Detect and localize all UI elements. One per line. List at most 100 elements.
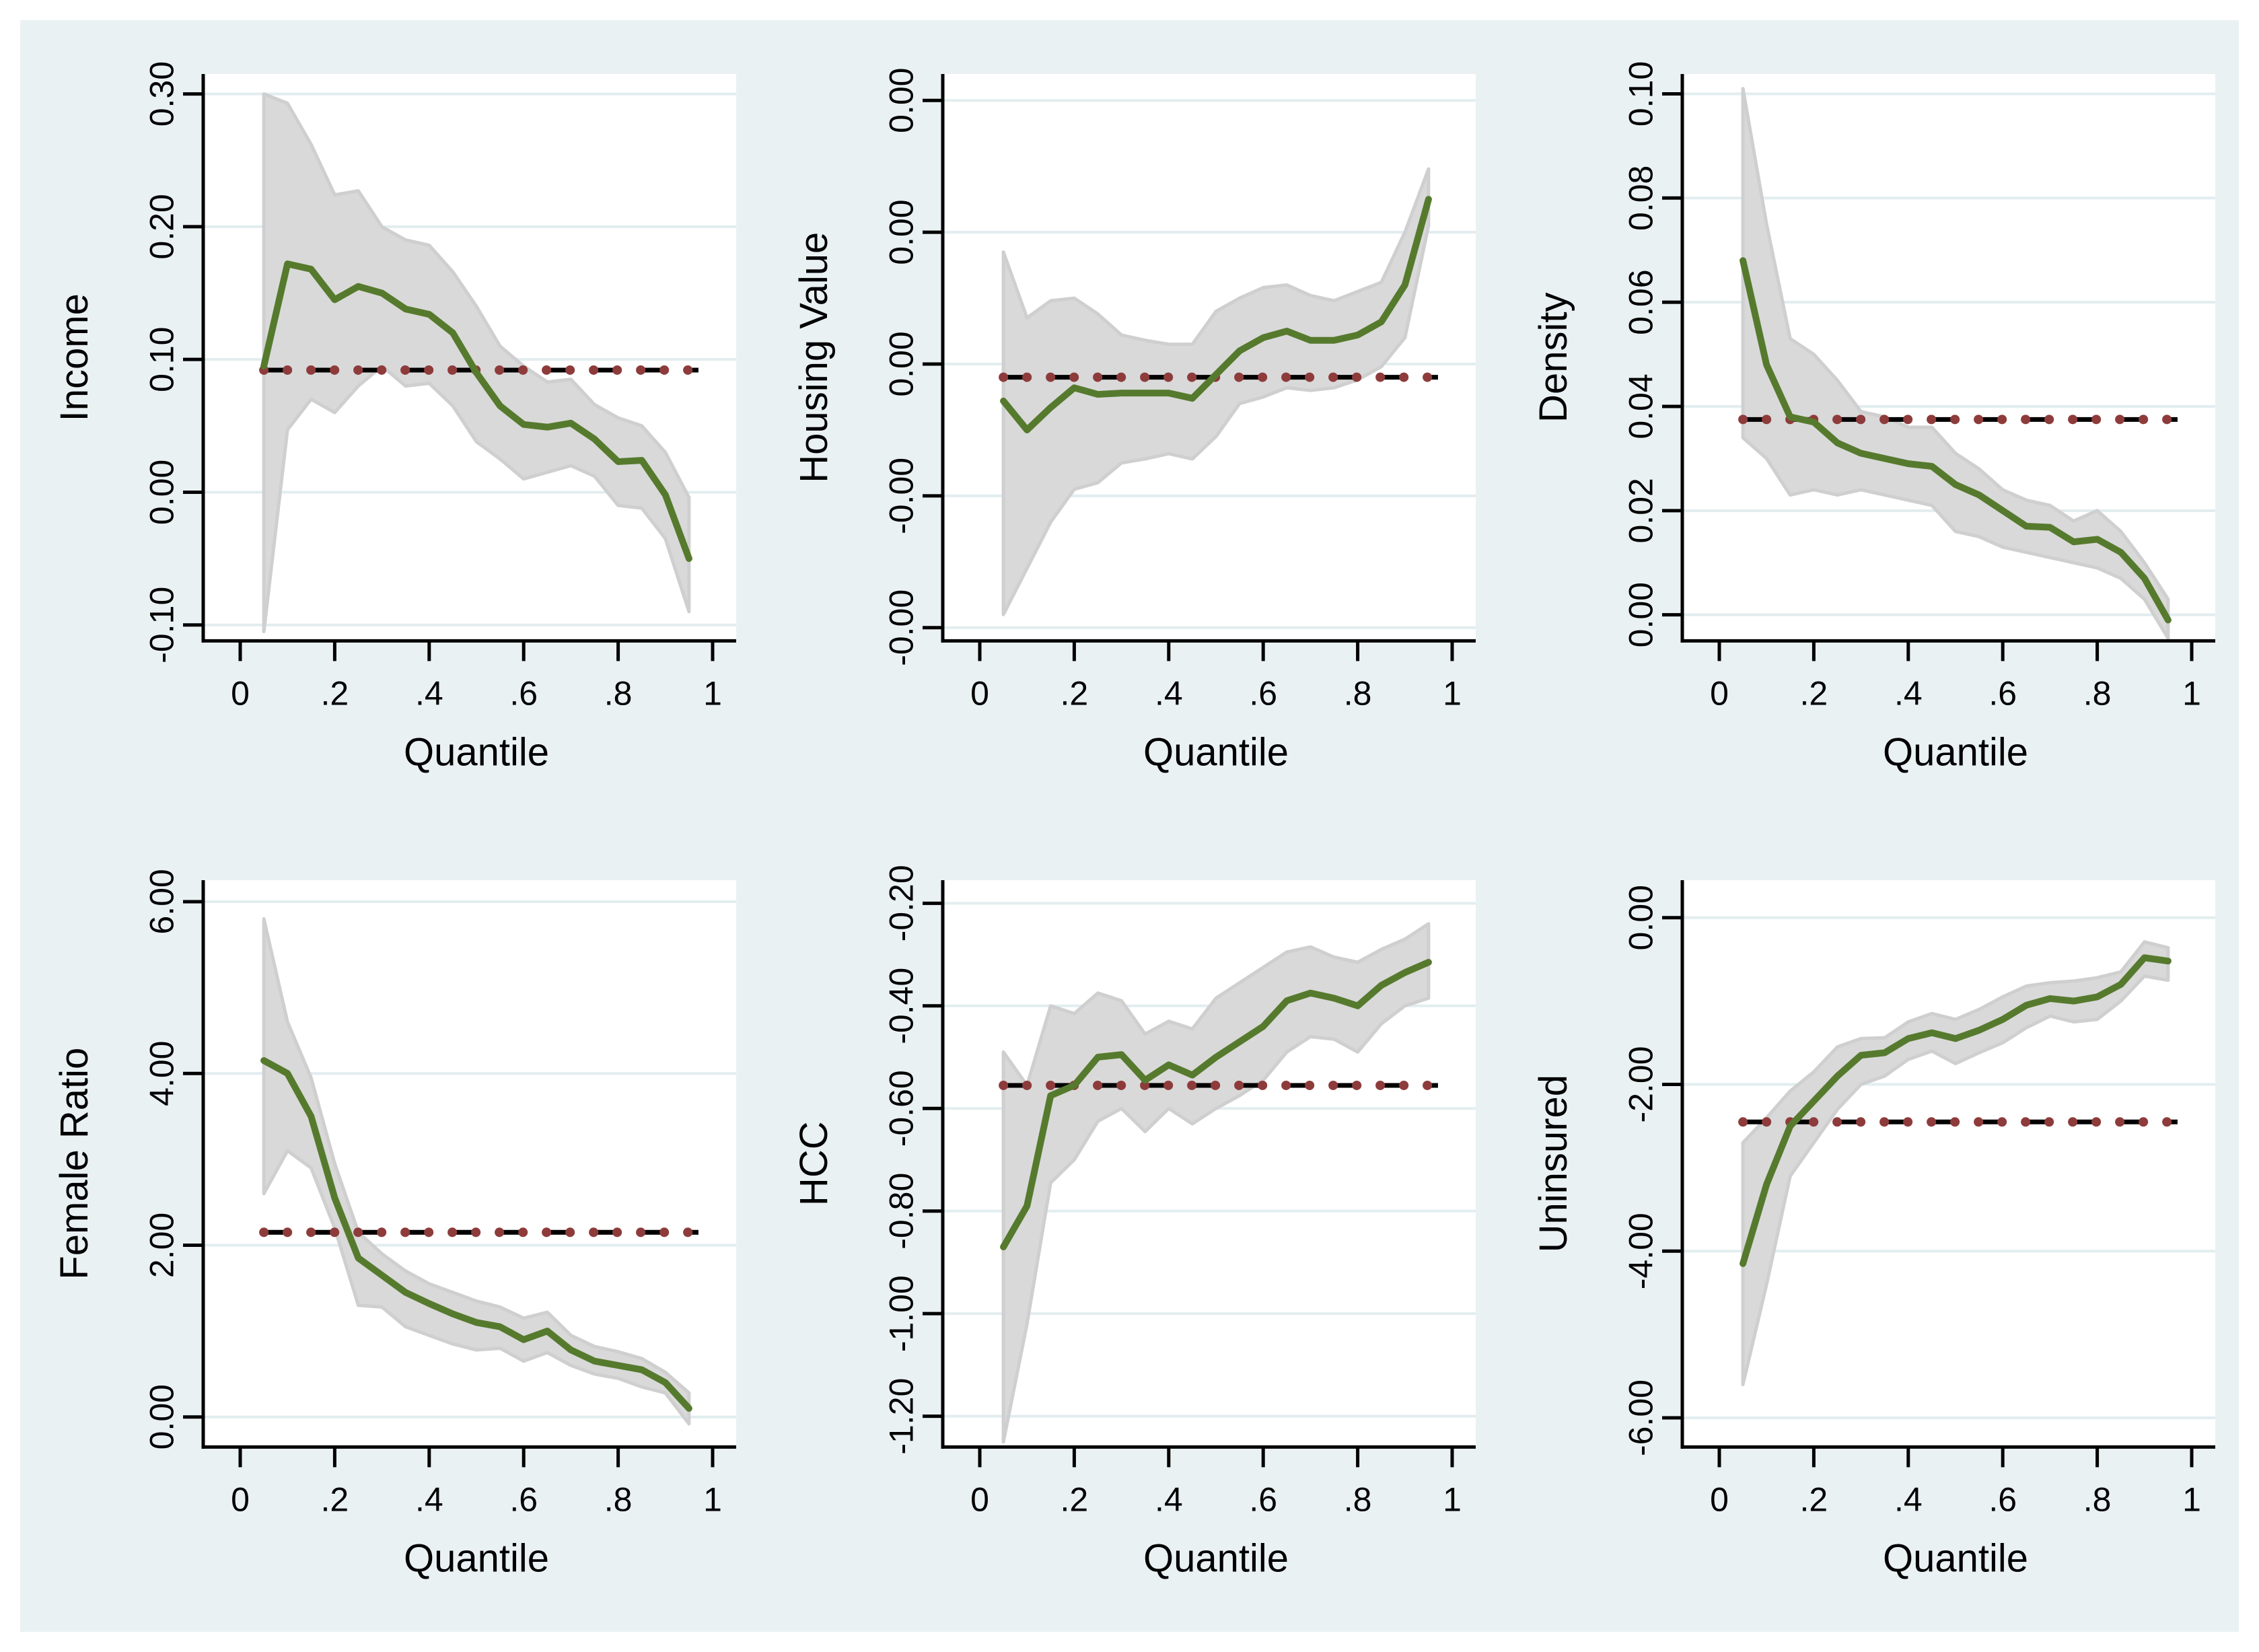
x-tick-label: .6 <box>1249 674 1277 712</box>
y-tick-label: -0.00 <box>883 458 921 534</box>
y-tick-label: 0.06 <box>1622 269 1660 334</box>
x-tick-label: .8 <box>604 1480 633 1518</box>
estimate-line <box>260 1056 692 1412</box>
y-axis-title: HCC <box>792 1121 836 1206</box>
x-tick-label: 1 <box>2182 1480 2201 1518</box>
y-axis-title: Uninsured <box>1532 1074 1575 1252</box>
y-tick-label: 2.00 <box>143 1212 181 1277</box>
x-tick-label: .6 <box>1988 1480 2017 1518</box>
x-axis-title: Quantile <box>1143 730 1289 774</box>
x-tick-label: 0 <box>231 1480 250 1518</box>
y-tick-label: 6.00 <box>143 869 181 934</box>
y-tick-label: 0.00 <box>1622 582 1660 647</box>
estimate-line <box>1740 257 2172 624</box>
x-axis-ticks: 0 .2 .4 .6 .8 1 <box>231 1446 722 1518</box>
gridlines <box>1682 916 2215 1419</box>
y-axis-ticks: 0.00 2.00 4.00 6.00 <box>143 869 203 1449</box>
confidence-band <box>262 917 691 1425</box>
y-tick-label: -0.10 <box>143 587 181 663</box>
x-tick-label: .2 <box>1061 1480 1089 1518</box>
y-axis-ticks: -0.10 0.00 0.10 0.20 0.30 <box>143 61 203 663</box>
y-tick-label: -1.20 <box>883 1377 921 1454</box>
x-axis-ticks: 0 .2 .4 .6 .8 1 <box>970 641 1462 712</box>
confidence-band <box>1741 939 2170 1386</box>
panel-income: -0.10 0.00 0.10 0.20 0.30 0 .2 .4 .6 .8 1 Income Qua… <box>20 20 760 826</box>
x-axis-ticks: 0 .2 .4 .6 .8 1 <box>1710 641 2201 712</box>
y-tick-label: -6.00 <box>1622 1379 1660 1456</box>
x-tick-label: .2 <box>1800 674 1828 712</box>
x-axis-title: Quantile <box>404 1536 549 1580</box>
x-axis-ticks: 0 .2 .4 .6 .8 1 <box>970 1446 1462 1518</box>
axes <box>1680 74 2215 643</box>
x-tick-label: .6 <box>1249 1480 1277 1518</box>
x-tick-label: .2 <box>321 1480 349 1518</box>
x-tick-label: 0 <box>1710 1480 1729 1518</box>
x-tick-label: 0 <box>231 674 250 712</box>
x-axis-title: Quantile <box>404 730 549 774</box>
x-tick-label: .4 <box>1894 674 1923 712</box>
y-tick-label: -2.00 <box>1622 1046 1660 1122</box>
x-tick-label: 1 <box>2182 674 2201 712</box>
x-tick-label: .8 <box>2083 1480 2112 1518</box>
y-tick-label: -4.00 <box>1622 1213 1660 1289</box>
panel-hcc: -1.20 -1.00 -0.80 -0.60 -0.40 -0.20 0 .2 .4 .6 .8 1… <box>760 826 1499 1632</box>
axes <box>1680 879 2215 1449</box>
estimate-line <box>260 260 692 563</box>
y-tick-label: 0.20 <box>143 194 181 259</box>
x-axis-title: Quantile <box>1143 1536 1289 1580</box>
estimate-line <box>1000 196 1432 433</box>
x-axis-title: Quantile <box>1883 1536 2028 1580</box>
y-axis-title: Female Ratio <box>52 1047 96 1279</box>
panel-female-ratio: 0.00 2.00 4.00 6.00 0 .2 .4 .6 .8 1 Female Ratio Qu… <box>20 826 760 1632</box>
income-chart: -0.10 0.00 0.10 0.20 0.30 0 .2 .4 .6 .8 1 Income Qua… <box>52 61 736 774</box>
x-tick-label: .6 <box>509 674 538 712</box>
axes <box>941 74 1476 643</box>
x-tick-label: .4 <box>415 1480 443 1518</box>
y-axis-title: Housing Value <box>792 232 836 483</box>
plot-area <box>203 879 736 1447</box>
x-tick-label: .8 <box>2083 674 2112 712</box>
x-tick-label: .8 <box>604 674 633 712</box>
axes <box>941 879 1476 1449</box>
uninsured-chart: -6.00 -4.00 -2.00 0.00 0 .2 .4 .6 .8 1 Uninsured Qu… <box>1532 879 2215 1580</box>
y-tick-label: 0.02 <box>1622 478 1660 543</box>
y-tick-label: 0.10 <box>143 326 181 392</box>
female-ratio-chart: 0.00 2.00 4.00 6.00 0 .2 .4 .6 .8 1 Female Ratio Qu… <box>52 869 736 1580</box>
x-tick-label: .4 <box>1894 1480 1923 1518</box>
y-tick-label: 0.00 <box>143 1384 181 1449</box>
y-tick-label: -0.60 <box>883 1070 921 1147</box>
x-axis-ticks: 0 .2 .4 .6 .8 1 <box>231 641 722 712</box>
y-tick-label: 0.08 <box>1622 166 1660 231</box>
panel-uninsured: -6.00 -4.00 -2.00 0.00 0 .2 .4 .6 .8 1 Uninsured Qu… <box>1499 826 2239 1632</box>
x-tick-label: .6 <box>509 1480 538 1518</box>
y-tick-label: 0.04 <box>1622 373 1660 439</box>
x-tick-label: .4 <box>1155 1480 1183 1518</box>
y-tick-label: 0.00 <box>1622 885 1660 950</box>
confidence-band <box>262 92 691 634</box>
panel-density: 0.00 0.02 0.04 0.06 0.08 0.10 0 .2 .4 .6 .8 1 Densit… <box>1499 20 2239 826</box>
y-axis-ticks: -6.00 -4.00 -2.00 0.00 <box>1622 885 1682 1456</box>
y-tick-label: 4.00 <box>143 1040 181 1106</box>
housing-value-chart: -0.00 -0.00 0.00 0.00 0.00 0 .2 .4 .6 .8 1 Housing … <box>792 68 1476 774</box>
x-tick-label: .2 <box>1800 1480 1828 1518</box>
y-tick-label: 0.00 <box>143 460 181 525</box>
y-tick-label: -0.20 <box>883 865 921 941</box>
x-tick-label: .6 <box>1988 674 2017 712</box>
y-tick-label: -1.00 <box>883 1275 921 1352</box>
confidence-band <box>1001 167 1431 616</box>
y-tick-label: 0.30 <box>143 61 181 127</box>
y-axis-ticks: -0.00 -0.00 0.00 0.00 0.00 <box>883 68 943 666</box>
x-tick-label: .4 <box>415 674 443 712</box>
estimate-line <box>1000 958 1432 1250</box>
x-tick-label: .4 <box>1155 674 1183 712</box>
x-tick-label: 0 <box>970 1480 989 1518</box>
x-tick-label: .2 <box>321 674 349 712</box>
x-tick-label: 1 <box>703 1480 722 1518</box>
x-tick-label: 1 <box>1443 674 1462 712</box>
x-tick-label: 0 <box>1710 674 1729 712</box>
x-tick-label: .2 <box>1061 674 1089 712</box>
y-tick-label: 0.10 <box>1622 61 1660 127</box>
density-chart: 0.00 0.02 0.04 0.06 0.08 0.10 0 .2 .4 .6 .8 1 Densit… <box>1532 61 2215 774</box>
y-tick-label: 0.00 <box>883 68 921 133</box>
y-tick-label: 0.00 <box>883 199 921 264</box>
